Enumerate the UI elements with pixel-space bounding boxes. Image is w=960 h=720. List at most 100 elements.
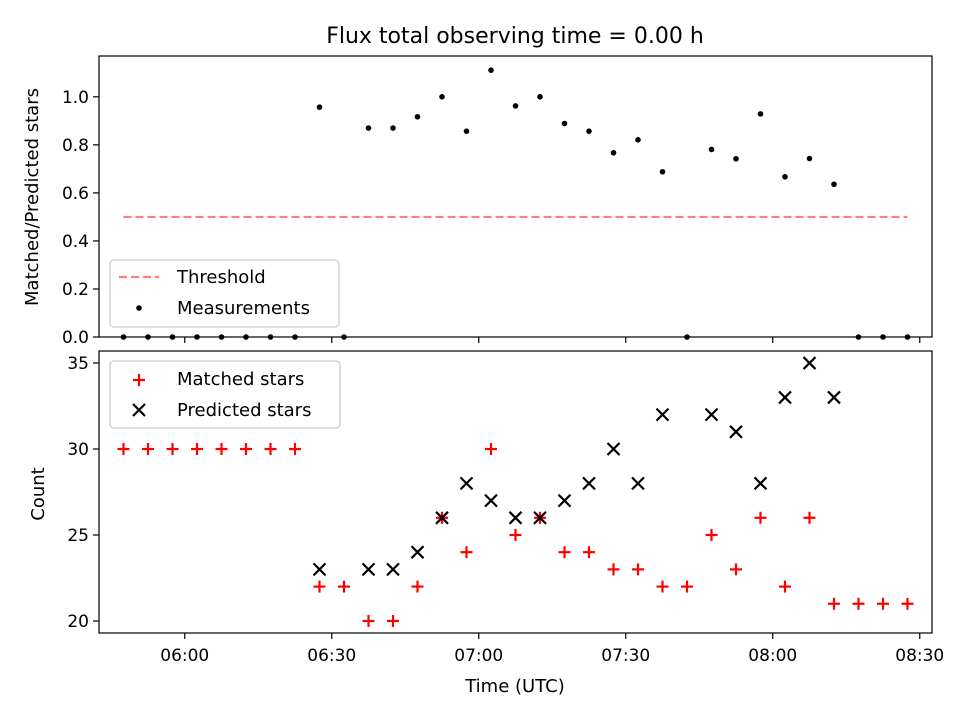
- predicted-star-marker: [753, 476, 768, 491]
- predicted-star-marker: [631, 476, 645, 491]
- bottom-y-tick-label: 20: [67, 612, 89, 632]
- predicted-star-marker: [557, 493, 572, 508]
- bottom-panel: 20 25 30 35 06:00 06:30 07:00 07:30 08:00 08:30: [67, 350, 944, 666]
- bottom-y-axis-label: Count: [28, 467, 49, 520]
- measurement-point: [341, 334, 347, 340]
- measurement-point: [316, 104, 323, 110]
- measurement-point: [733, 155, 739, 162]
- measurement-point: [782, 174, 788, 180]
- top-y-tick-label: 0.6: [62, 184, 89, 204]
- predicted-star-marker: [827, 390, 841, 405]
- measurement-point: [610, 149, 617, 156]
- legend-measurements-swatch: [136, 305, 142, 311]
- matched-star-marker: [803, 511, 816, 524]
- measurement-point: [904, 334, 911, 340]
- predicted-star-marker: [312, 562, 327, 577]
- matched-star-marker: [656, 580, 669, 593]
- measurement-point: [243, 334, 249, 340]
- bottom-y-tick-label: 30: [67, 440, 89, 460]
- measurement-point: [414, 113, 421, 120]
- matched-star-marker: [362, 614, 375, 627]
- matched-star-marker: [485, 443, 497, 456]
- matched-star-marker: [313, 580, 326, 593]
- predicted-star-marker: [606, 442, 621, 456]
- matched-star-marker: [338, 580, 350, 593]
- predicted-star-marker: [410, 545, 425, 559]
- matched-star-marker: [730, 563, 742, 576]
- top-y-tick-label: 0.0: [62, 328, 89, 348]
- top-panel: 0.0 0.2 0.4 0.6 0.8 1.0: [62, 55, 933, 348]
- matched-star-marker: [877, 597, 889, 610]
- measurement-point: [463, 128, 470, 134]
- bottom-x-tick-label: 08:00: [748, 646, 797, 666]
- top-legend-box: [109, 259, 340, 328]
- top-y-tick-label: 1.0: [62, 88, 89, 108]
- measurement-point: [659, 168, 666, 175]
- matched-star-marker: [264, 443, 277, 456]
- predicted-star-marker: [704, 407, 719, 422]
- matched-star-marker: [215, 443, 228, 456]
- bottom-x-tick-label: 07:00: [454, 646, 503, 666]
- predicted-star-marker: [361, 562, 376, 577]
- predicted-star-marker: [533, 511, 547, 525]
- predicted-star-marker: [729, 425, 743, 439]
- matched-star-marker: [142, 443, 154, 456]
- measurement-point: [267, 334, 274, 340]
- top-y-tick-label: 0.4: [62, 232, 89, 252]
- matched-star-marker: [607, 563, 620, 576]
- bottom-x-tick-label: 06:30: [307, 646, 356, 666]
- legend-predicted-swatch: [132, 403, 146, 417]
- measurement-point: [855, 334, 862, 340]
- x-axis-label: Time (UTC): [464, 676, 565, 697]
- measurement-point: [757, 111, 764, 117]
- predicted-star-marker: [386, 562, 400, 577]
- predicted-star-marker: [508, 511, 523, 525]
- predicted-star-marker: [778, 390, 792, 405]
- matched-star-marker: [240, 443, 252, 456]
- measurement-point: [145, 334, 151, 340]
- legend-threshold-label: Threshold: [176, 267, 266, 288]
- matched-star-marker: [558, 546, 571, 559]
- top-chart-title: Flux total observing time = 0.00 h: [326, 24, 704, 49]
- legend-predicted-label: Predicted stars: [177, 400, 311, 421]
- matched-star-marker: [387, 614, 399, 627]
- bottom-x-tick-label: 07:30: [601, 646, 650, 666]
- matched-star-marker: [852, 597, 865, 610]
- matched-star-marker: [779, 580, 791, 593]
- predicted-star-marker: [582, 476, 596, 491]
- bottom-y-tick-label: 35: [67, 354, 89, 374]
- matched-star-marker: [509, 528, 522, 541]
- matched-star-marker: [828, 597, 840, 610]
- measurement-point: [365, 125, 372, 131]
- legend-measurements-label: Measurements: [177, 298, 310, 319]
- measurement-point: [439, 94, 445, 100]
- matched-star-marker: [289, 443, 301, 456]
- measurement-point: [194, 334, 200, 340]
- measurement-point: [512, 103, 519, 109]
- top-y-tick-label: 0.2: [62, 280, 89, 300]
- measurement-point: [880, 334, 886, 340]
- matched-star-marker: [901, 597, 914, 610]
- bottom-legend-box: [109, 360, 341, 429]
- matched-star-marker: [681, 580, 693, 593]
- top-y-tick-label: 0.8: [62, 136, 89, 156]
- bottom-x-tick-label: 08:30: [895, 646, 944, 666]
- measurement-point: [684, 334, 690, 340]
- measurement-point: [831, 181, 837, 188]
- top-legend: Threshold Measurements: [109, 259, 340, 328]
- bottom-y-tick-label: 25: [67, 526, 89, 546]
- measurement-point: [806, 155, 813, 162]
- matched-star-marker: [583, 546, 595, 559]
- measurement-point: [635, 137, 641, 143]
- predicted-star-marker: [459, 476, 474, 491]
- measurement-point: [537, 94, 543, 100]
- top-plot-frame: [98, 55, 933, 338]
- matched-star-marker: [460, 546, 473, 559]
- measurement-point: [218, 334, 225, 340]
- legend-matched-swatch: [133, 374, 145, 386]
- top-y-axis-label: Matched/Predicted stars: [22, 88, 43, 306]
- matched-star-marker: [166, 443, 179, 456]
- bottom-plot-frame: [98, 350, 933, 634]
